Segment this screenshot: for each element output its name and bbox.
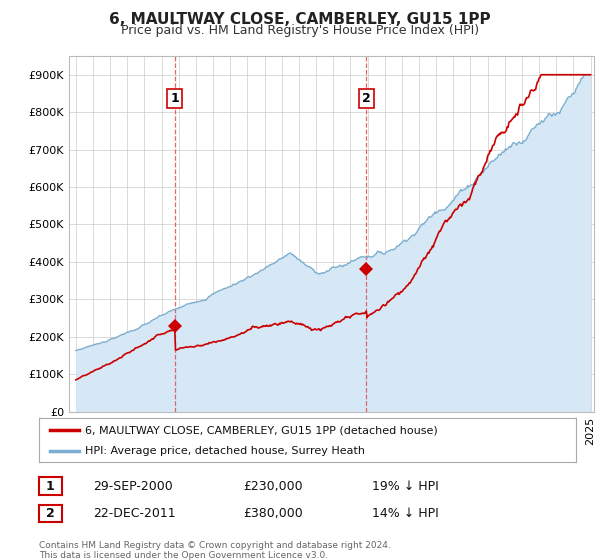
Text: 1: 1: [170, 92, 179, 105]
Text: 2: 2: [46, 507, 55, 520]
Text: Contains HM Land Registry data © Crown copyright and database right 2024.
This d: Contains HM Land Registry data © Crown c…: [39, 541, 391, 560]
Text: 2: 2: [362, 92, 371, 105]
Text: 1: 1: [46, 479, 55, 493]
Text: 29-SEP-2000: 29-SEP-2000: [93, 479, 173, 493]
Text: 22-DEC-2011: 22-DEC-2011: [93, 507, 176, 520]
Text: £230,000: £230,000: [243, 479, 302, 493]
Text: 19% ↓ HPI: 19% ↓ HPI: [372, 479, 439, 493]
Text: 14% ↓ HPI: 14% ↓ HPI: [372, 507, 439, 520]
Text: 6, MAULTWAY CLOSE, CAMBERLEY, GU15 1PP: 6, MAULTWAY CLOSE, CAMBERLEY, GU15 1PP: [109, 12, 491, 27]
Text: £380,000: £380,000: [243, 507, 303, 520]
Text: HPI: Average price, detached house, Surrey Heath: HPI: Average price, detached house, Surr…: [85, 446, 365, 456]
Text: 6, MAULTWAY CLOSE, CAMBERLEY, GU15 1PP (detached house): 6, MAULTWAY CLOSE, CAMBERLEY, GU15 1PP (…: [85, 425, 437, 435]
Text: Price paid vs. HM Land Registry's House Price Index (HPI): Price paid vs. HM Land Registry's House …: [121, 24, 479, 36]
